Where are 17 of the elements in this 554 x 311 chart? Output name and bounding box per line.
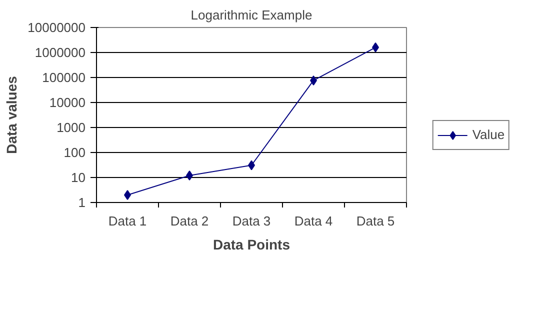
y-tick-label: 10000000 bbox=[28, 20, 86, 35]
x-axis-title: Data Points bbox=[212, 236, 290, 252]
y-axis-title: Data values bbox=[4, 76, 20, 154]
x-tick-label: Data 2 bbox=[170, 214, 209, 228]
y-tick-label: 1000000 bbox=[34, 45, 86, 60]
legend-label: Value bbox=[472, 127, 505, 142]
y-tick-label: 100 bbox=[64, 145, 86, 160]
y-tick-label: 10 bbox=[71, 170, 86, 185]
y-tick-label: 10000 bbox=[49, 95, 86, 110]
x-tick-label: Data 3 bbox=[232, 214, 271, 228]
y-tick-label: 1 bbox=[78, 195, 86, 210]
x-tick-label: Data 5 bbox=[356, 214, 395, 228]
y-tick-label: 1000 bbox=[56, 120, 86, 135]
x-tick-label: Data 1 bbox=[108, 214, 147, 228]
x-tick-label: Data 4 bbox=[294, 214, 333, 228]
y-tick-label: 100000 bbox=[42, 70, 86, 85]
chart-title: Logarithmic Example bbox=[190, 8, 312, 22]
